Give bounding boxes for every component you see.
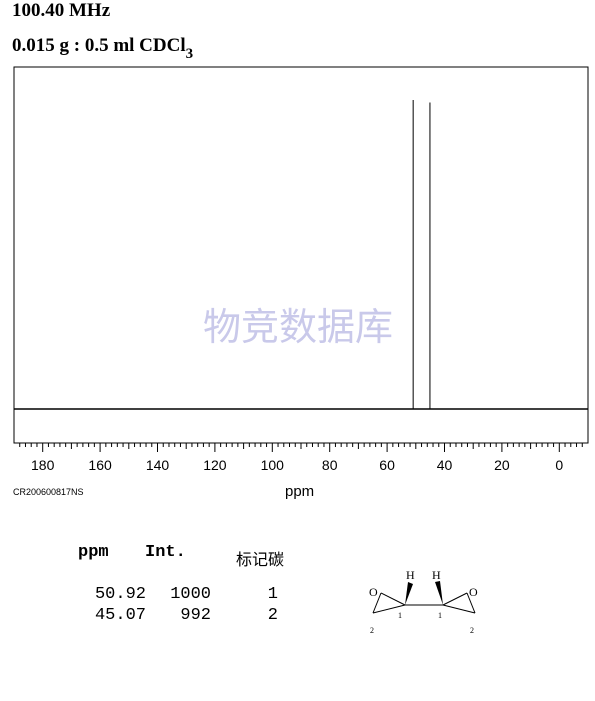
atom-label: O (369, 585, 378, 599)
bond (466, 592, 476, 614)
x-axis-ticks: 180 160 140 120 100 80 60 40 20 0 (19, 443, 583, 473)
carbon-number: 1 (438, 611, 442, 620)
carbon-number: 1 (398, 611, 402, 620)
watermark-text: 物竞数据库 (203, 305, 393, 349)
x-tick-label: 0 (555, 457, 563, 473)
bond (442, 604, 476, 614)
row-intensity: 1000 (170, 585, 211, 604)
x-tick-label: 120 (203, 457, 227, 473)
x-tick-label: 60 (379, 457, 395, 473)
atom-label: H (432, 568, 441, 582)
x-tick-label: 40 (437, 457, 453, 473)
table-row: 50.92 1000 1 (78, 585, 278, 680)
table-row: 45.07 992 2 (78, 606, 278, 701)
row-carbon: 1 (267, 585, 278, 604)
atom-label: O (469, 585, 478, 599)
sample-code: CR200600817NS (13, 487, 84, 497)
wedge-bond (435, 581, 443, 605)
header-intensity: Int. (145, 543, 186, 562)
x-tick-label: 100 (261, 457, 285, 473)
bond (372, 604, 406, 614)
row-ppm: 45.07 (94, 606, 146, 625)
nmr-spectrum-chart: 物竞数据库 180 160 140 120 100 80 60 40 20 0 (13, 66, 589, 473)
x-tick-label: 160 (88, 457, 112, 473)
bond (380, 592, 406, 606)
atom-label: H (406, 568, 415, 582)
header-carbon-label: 标记碳 (236, 550, 285, 569)
x-axis-label: ppm (285, 483, 315, 500)
carbon-number: 2 (370, 626, 374, 635)
row-intensity: 992 (180, 606, 211, 625)
carbon-number: 2 (470, 626, 474, 635)
sample-text: 0.015 g : 0.5 ml CDCl (12, 35, 186, 56)
x-tick-label: 180 (31, 457, 55, 473)
row-carbon: 2 (267, 606, 278, 625)
sample-description: 0.015 g : 0.5 ml CDCl3 (12, 35, 193, 63)
x-tick-label: 140 (146, 457, 170, 473)
row-ppm: 50.92 (94, 585, 146, 604)
peak-series (412, 100, 431, 409)
sample-subscript: 3 (185, 46, 194, 62)
wedge-bond (405, 582, 413, 605)
molecule-structure: O O H H 1 1 2 2 (369, 568, 478, 635)
bond (442, 592, 468, 606)
bond (372, 592, 382, 614)
plot-frame (13, 66, 589, 444)
spectrometer-frequency: 100.40 MHz (12, 0, 111, 21)
x-tick-label: 20 (494, 457, 510, 473)
header-ppm: ppm (78, 543, 109, 562)
x-tick-label: 80 (322, 457, 338, 473)
